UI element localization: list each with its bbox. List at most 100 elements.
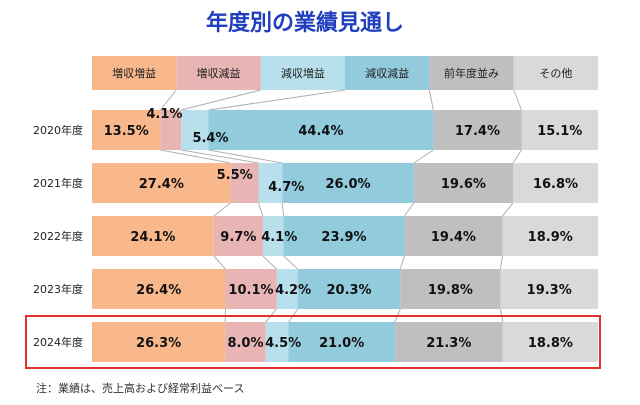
- value-label: 10.1%: [228, 283, 273, 298]
- value-label: 4.5%: [265, 336, 301, 351]
- legend-label-5: 前年度並み: [444, 66, 499, 80]
- value-label: 26.0%: [325, 177, 370, 192]
- bar-segment: [400, 269, 501, 309]
- value-label: 4.1%: [146, 107, 182, 122]
- bar-segment: [92, 322, 226, 362]
- value-label: 21.0%: [319, 336, 364, 351]
- value-label: 4.1%: [261, 230, 297, 245]
- year-label: 2024年度: [33, 335, 83, 349]
- highlight-frame-2024: [25, 315, 601, 369]
- bar-segment: [502, 322, 598, 362]
- legend-label-3: 減収増益: [281, 66, 325, 80]
- bar-segment: [288, 322, 395, 362]
- connector-line: [213, 255, 226, 270]
- bar-segment: [262, 216, 284, 256]
- value-label: 18.9%: [528, 230, 573, 245]
- bar-segment: [413, 163, 513, 203]
- bar-segment: [92, 216, 214, 256]
- connector-line: [428, 89, 434, 111]
- legend-label-1: 増収増益: [112, 66, 156, 80]
- value-label: 19.4%: [431, 230, 476, 245]
- connector-line: [281, 202, 285, 217]
- bars: 2020年度 13.5% 4.1% 5.4% 44.4% 17.4% 15.1% 2021年度…: [33, 107, 598, 362]
- value-label: 5.4%: [192, 131, 228, 146]
- value-label: 5.5%: [217, 168, 253, 183]
- value-label: 27.4%: [139, 177, 184, 192]
- bar-segment: [502, 216, 598, 256]
- value-label: 16.8%: [533, 177, 578, 192]
- bar-segment: [512, 163, 598, 203]
- connector-line: [502, 202, 514, 217]
- connector-line: [262, 255, 277, 270]
- value-label: 19.6%: [441, 177, 486, 192]
- legend-swatch-1: [92, 56, 177, 90]
- value-label: 19.3%: [527, 283, 572, 298]
- bar-segment: [521, 110, 598, 150]
- connector-line: [159, 89, 177, 111]
- connector-line: [181, 89, 261, 111]
- value-label: 19.8%: [428, 283, 473, 298]
- bar-segment: [92, 110, 161, 150]
- bar-segment: [181, 110, 209, 150]
- footnote: 注：業績は、売上高および経常利益ベース: [36, 381, 244, 395]
- value-label: 13.5%: [104, 124, 149, 139]
- connector-line: [208, 149, 283, 164]
- connector-line: [399, 255, 405, 270]
- bar-segment: [92, 269, 226, 309]
- bar-segment: [433, 110, 522, 150]
- bar-segment: [208, 110, 434, 150]
- connector-line: [258, 202, 264, 217]
- value-label: 44.4%: [298, 124, 343, 139]
- connector-line: [283, 255, 299, 270]
- bar-segment: [225, 269, 277, 309]
- connector-line: [160, 149, 231, 164]
- value-label: 23.9%: [321, 230, 366, 245]
- legend-swatch-5: [429, 56, 514, 90]
- year-label: 2020年度: [33, 123, 83, 137]
- connector-line: [213, 202, 231, 217]
- value-label: 21.3%: [426, 336, 471, 351]
- value-label: 20.3%: [326, 283, 371, 298]
- legend-swatch-4: [345, 56, 430, 90]
- legend-label-2: 増収減益: [197, 66, 241, 80]
- legend-swatch-6: [513, 56, 598, 90]
- value-label: 26.3%: [136, 336, 181, 351]
- connector-line: [208, 89, 346, 111]
- bar-segment: [283, 216, 405, 256]
- bar-segment: [276, 269, 298, 309]
- chart-title: 年度別の業績見通し: [206, 10, 404, 36]
- connector-line: [181, 149, 259, 164]
- bar-segment: [225, 322, 266, 362]
- value-label: 15.1%: [537, 124, 582, 139]
- connector-lines: [159, 89, 522, 323]
- value-label: 26.4%: [136, 283, 181, 298]
- value-label: 18.8%: [528, 336, 573, 351]
- bar-segment: [282, 163, 414, 203]
- connector-line: [513, 89, 522, 111]
- value-label: 9.7%: [220, 230, 256, 245]
- year-label: 2023年度: [33, 282, 83, 296]
- legend-label-6: その他: [539, 67, 572, 80]
- year-label: 2022年度: [33, 229, 83, 243]
- value-label: 8.0%: [227, 336, 263, 351]
- value-label: 17.4%: [455, 124, 500, 139]
- bar-segment: [297, 269, 401, 309]
- bar-segment: [394, 322, 503, 362]
- bar-segment: [404, 216, 503, 256]
- year-label: 2021年度: [33, 176, 83, 190]
- bar-segment: [500, 269, 598, 309]
- legend-swatch-2: [176, 56, 261, 90]
- connector-line: [499, 255, 503, 270]
- value-label: 4.7%: [268, 180, 304, 195]
- bar-segment: [213, 216, 263, 256]
- connector-line: [413, 149, 434, 164]
- legend-label-4: 減収減益: [365, 66, 409, 80]
- value-label: 24.1%: [130, 230, 175, 245]
- connector-line: [512, 149, 522, 164]
- legend-swatch-3: [260, 56, 345, 90]
- value-label: 4.2%: [275, 283, 311, 298]
- bar-segment: [160, 110, 182, 150]
- bar-segment: [265, 322, 289, 362]
- legend: 増収増益 増収減益 減収増益 減収減益 前年度並み その他: [92, 56, 598, 90]
